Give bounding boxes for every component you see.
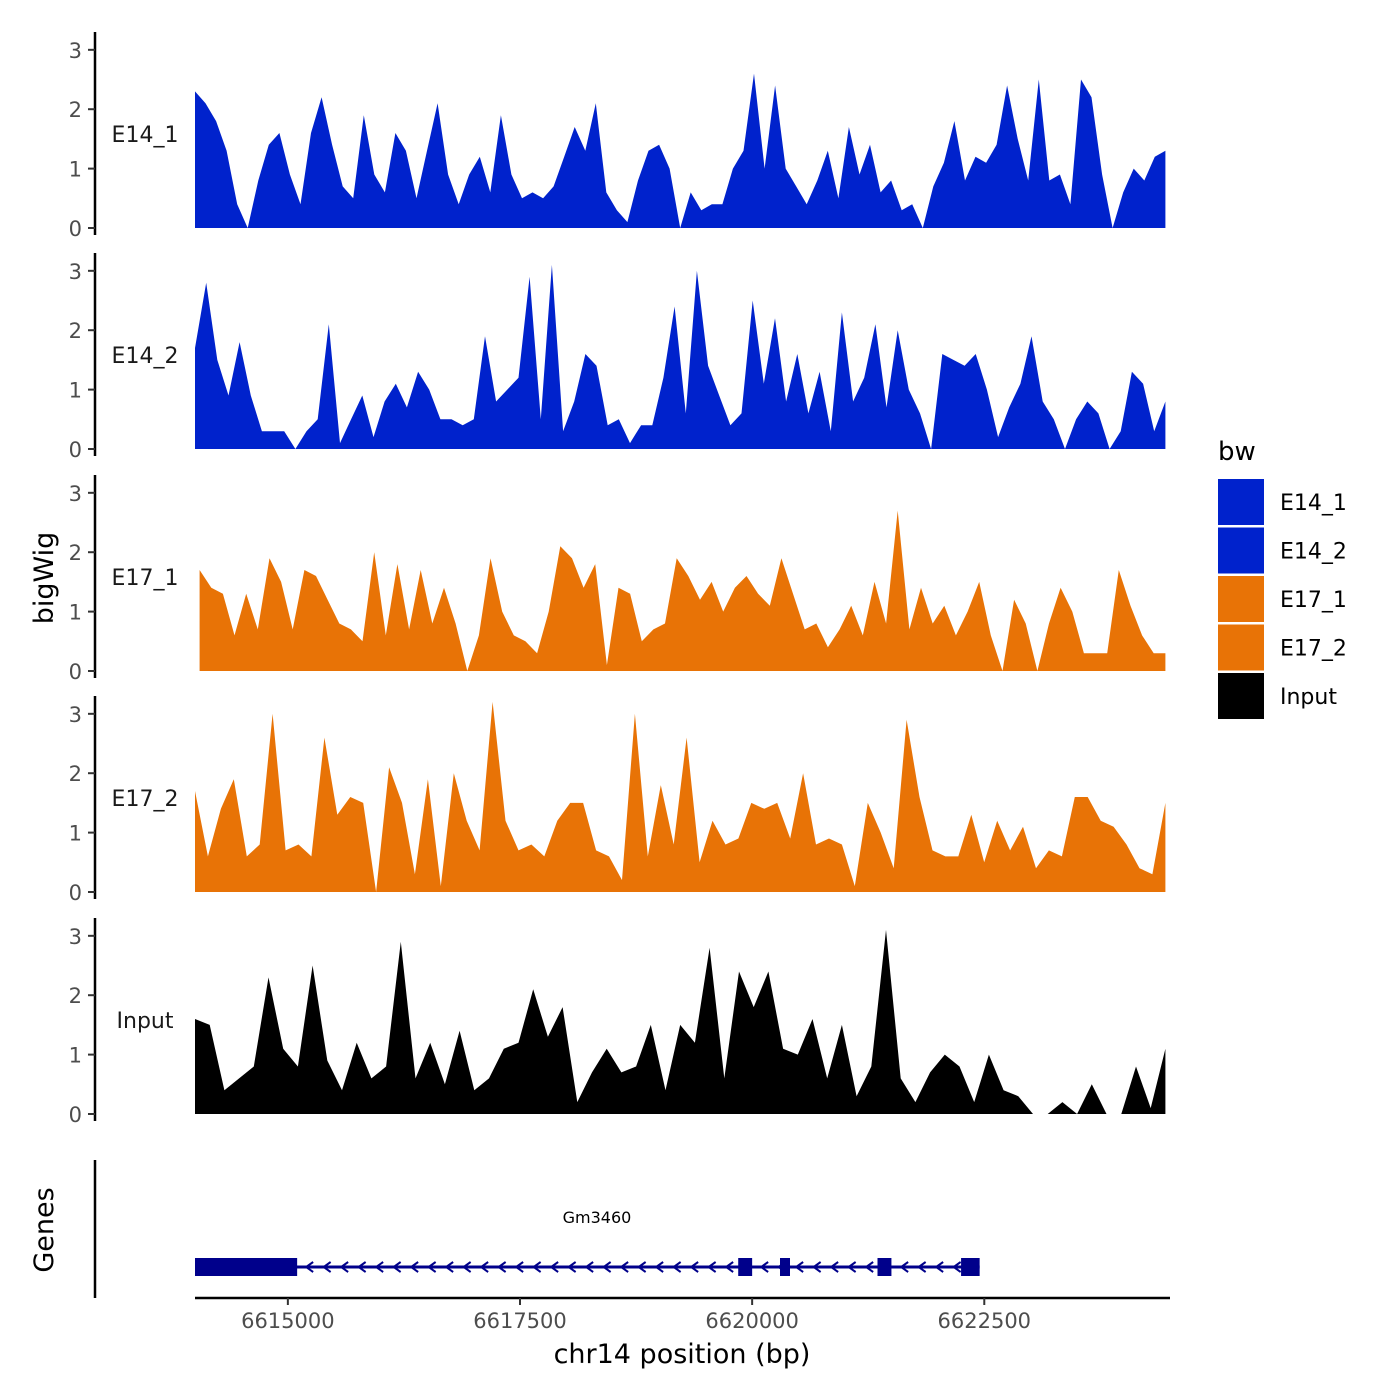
y-tick-label: 0 bbox=[69, 881, 82, 905]
y-tick-label: 2 bbox=[69, 984, 82, 1008]
strand-arrow bbox=[846, 1261, 857, 1273]
legend-swatch-E14_1 bbox=[1218, 479, 1264, 525]
legend-label-Input: Input bbox=[1280, 685, 1337, 710]
legend-label-E14_2: E14_2 bbox=[1280, 540, 1347, 565]
y-tick-label: 1 bbox=[69, 158, 82, 182]
exon bbox=[780, 1258, 790, 1276]
track-label-Input: Input bbox=[117, 1009, 174, 1034]
y-tick-label: 0 bbox=[69, 217, 82, 241]
strand-arrow bbox=[374, 1261, 384, 1273]
y-axis-title: bigWig bbox=[29, 532, 60, 625]
x-tick-label: 6615000 bbox=[241, 1309, 335, 1333]
y-tick-label: 1 bbox=[69, 379, 82, 403]
legend-swatch-E17_2 bbox=[1218, 624, 1264, 671]
legend-label-E17_2: E17_2 bbox=[1280, 637, 1347, 662]
track-Input: 0 1 2 3 Input bbox=[69, 918, 1166, 1127]
track-E14_2: 0 1 2 3 E14_2 bbox=[69, 253, 1166, 462]
area-E14_2 bbox=[195, 264, 1166, 449]
strand-arrow bbox=[426, 1261, 437, 1273]
track-label-E14_2: E14_2 bbox=[112, 344, 179, 369]
y-tick-label: 0 bbox=[69, 438, 82, 462]
legend-title: bw bbox=[1218, 437, 1256, 467]
x-axis-title: chr14 position (bp) bbox=[554, 1339, 811, 1370]
strand-arrow bbox=[706, 1261, 717, 1273]
strand-arrow bbox=[601, 1261, 612, 1273]
strand-arrow bbox=[636, 1261, 647, 1273]
strand-arrow bbox=[549, 1261, 559, 1273]
strand-arrow bbox=[584, 1261, 594, 1273]
strand-arrow bbox=[689, 1261, 699, 1273]
strand-arrow bbox=[356, 1261, 367, 1273]
strand-arrow bbox=[461, 1261, 472, 1273]
legend-swatch-E14_2 bbox=[1218, 527, 1264, 574]
exon bbox=[195, 1258, 298, 1276]
strand-arrow bbox=[864, 1261, 874, 1273]
y-tick-label: 3 bbox=[69, 39, 82, 63]
area-E17_1 bbox=[199, 510, 1166, 671]
y-tick-label: 1 bbox=[69, 822, 82, 846]
track-label-E14_1: E14_1 bbox=[112, 123, 179, 148]
track-E17_1: 0 1 2 3 E17_1 bbox=[69, 475, 1166, 684]
y-tick-label: 3 bbox=[69, 703, 82, 727]
x-tick-label: 6617500 bbox=[473, 1309, 567, 1333]
strand-arrow bbox=[566, 1261, 577, 1273]
area-E14_1 bbox=[195, 73, 1166, 228]
strand-arrow bbox=[811, 1261, 822, 1273]
gene-track: Gm3460 bbox=[93, 1160, 980, 1298]
strand-arrow bbox=[916, 1261, 927, 1273]
y-tick-label: 0 bbox=[69, 660, 82, 684]
y-tick-label: 2 bbox=[69, 762, 82, 786]
exon bbox=[961, 1258, 980, 1276]
strand-arrow bbox=[759, 1261, 769, 1273]
y-tick-label: 0 bbox=[69, 1103, 82, 1127]
strand-arrow bbox=[496, 1261, 507, 1273]
legend-swatch-Input bbox=[1218, 673, 1264, 719]
legend-swatch-E17_1 bbox=[1218, 576, 1264, 622]
x-tick-label: 6622500 bbox=[938, 1309, 1032, 1333]
y-tick-label: 2 bbox=[69, 98, 82, 122]
strand-arrow bbox=[304, 1261, 314, 1273]
track-label-E17_2: E17_2 bbox=[112, 787, 179, 812]
y-tick-label: 2 bbox=[69, 541, 82, 565]
tracks-layer: 0 1 2 3 E14_1 0 1 2 3 E14_2 0 1 2 3 E17_1 0 1 2 3 E17_2 0 1 2 3… bbox=[69, 32, 1166, 1127]
y-tick-label: 3 bbox=[69, 925, 82, 949]
strand-arrow bbox=[409, 1261, 419, 1273]
track-E14_1: 0 1 2 3 E14_1 bbox=[69, 32, 1166, 241]
legend-label-E17_1: E17_1 bbox=[1280, 588, 1347, 613]
strand-arrow bbox=[829, 1261, 839, 1273]
strand-arrow bbox=[794, 1261, 804, 1273]
y-tick-label: 1 bbox=[69, 1044, 82, 1068]
strand-arrow bbox=[321, 1261, 332, 1273]
strand-arrow bbox=[899, 1261, 909, 1273]
strand-arrow bbox=[654, 1261, 664, 1273]
legend-label-E14_1: E14_1 bbox=[1280, 491, 1347, 516]
strand-arrow bbox=[934, 1261, 944, 1273]
strand-arrow bbox=[724, 1261, 734, 1273]
exon bbox=[877, 1258, 892, 1276]
y-tick-label: 1 bbox=[69, 601, 82, 625]
strand-arrow bbox=[339, 1261, 349, 1273]
track-E17_2: 0 1 2 3 E17_2 bbox=[69, 696, 1166, 905]
x-tick-label: 6620000 bbox=[705, 1309, 799, 1333]
strand-arrow bbox=[444, 1261, 454, 1273]
genes-axis-title: Genes bbox=[29, 1187, 60, 1272]
exon bbox=[738, 1258, 753, 1276]
strand-arrow bbox=[619, 1261, 629, 1273]
strand-arrow bbox=[514, 1261, 524, 1273]
x-axis: 6615000 6617500 6620000 6622500 bbox=[195, 1296, 1170, 1333]
gene-name-label: Gm3460 bbox=[563, 1208, 632, 1227]
area-Input bbox=[195, 929, 1166, 1114]
strand-arrow bbox=[391, 1261, 402, 1273]
y-tick-label: 3 bbox=[69, 260, 82, 284]
strand-arrow bbox=[671, 1261, 682, 1273]
y-tick-label: 3 bbox=[69, 482, 82, 506]
area-E17_2 bbox=[195, 701, 1166, 892]
strand-arrow bbox=[531, 1261, 542, 1273]
strand-arrow bbox=[951, 1261, 962, 1273]
track-label-E17_1: E17_1 bbox=[112, 566, 179, 591]
legend: bw E14_1 E14_2 E17_1 E17_2 Input bbox=[1218, 437, 1347, 719]
strand-arrow bbox=[479, 1261, 489, 1273]
y-tick-label: 2 bbox=[69, 319, 82, 343]
